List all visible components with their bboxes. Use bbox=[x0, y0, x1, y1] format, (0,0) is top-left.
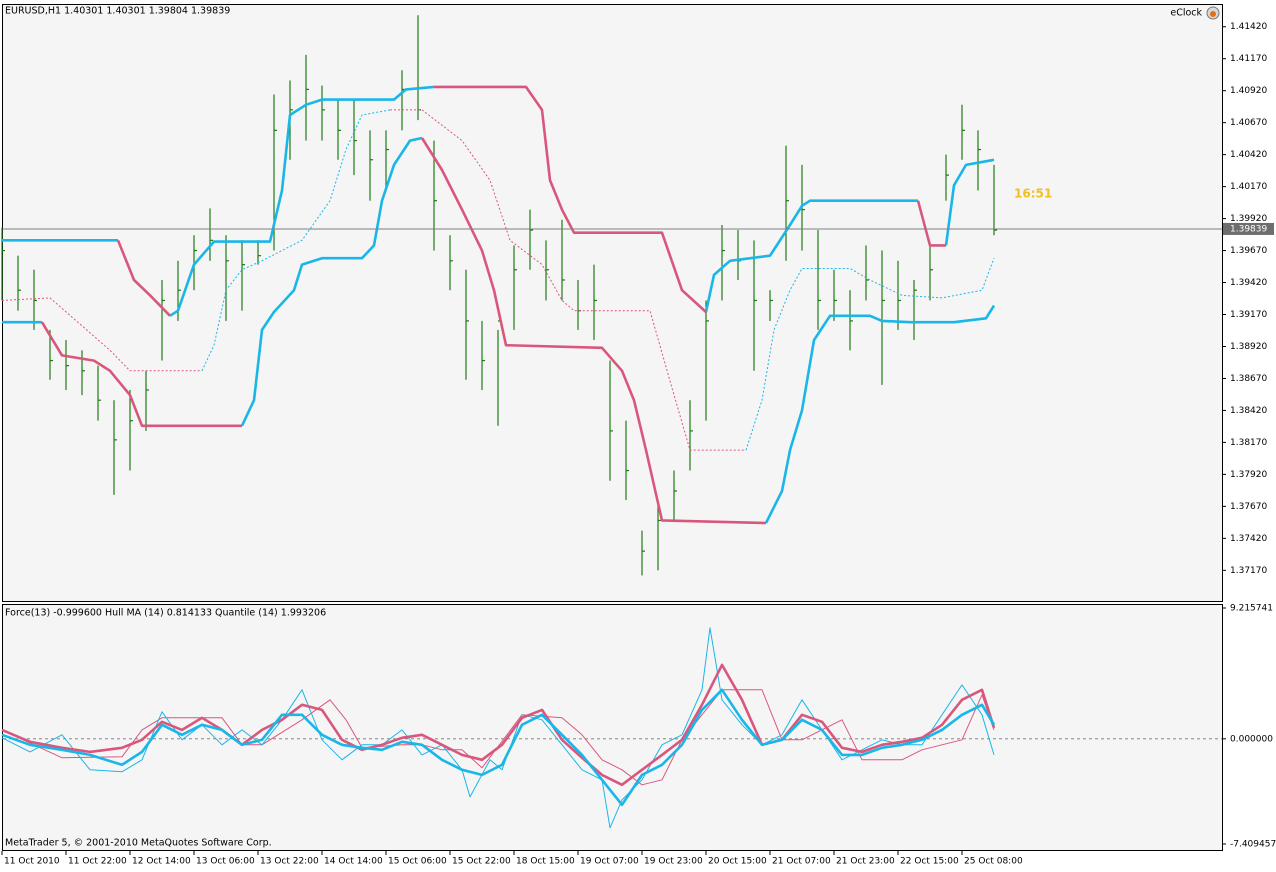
y-tick-label: 1.41170 bbox=[1230, 54, 1267, 64]
x-tick-label: 20 Oct 15:00 bbox=[708, 857, 767, 867]
x-tick-label: 19 Oct 23:00 bbox=[644, 857, 703, 867]
indicator-panel bbox=[2, 604, 1223, 851]
indicator-line bbox=[2, 136, 996, 524]
indicator-line bbox=[1, 688, 996, 807]
x-tick-label: 14 Oct 14:00 bbox=[324, 857, 383, 867]
y-tick-label: 1.40670 bbox=[1230, 118, 1267, 128]
x-tick-label: 12 Oct 14:00 bbox=[132, 857, 191, 867]
y-tick-label: 0.000000 bbox=[1230, 734, 1273, 744]
indicator-line bbox=[1, 109, 746, 451]
indicator-line bbox=[1, 627, 995, 829]
x-tick-label: 13 Oct 22:00 bbox=[260, 857, 319, 867]
y-tick-label: 1.39420 bbox=[1230, 278, 1267, 288]
y-tick-label: 1.38920 bbox=[1230, 342, 1267, 352]
x-tick-label: 22 Oct 15:00 bbox=[900, 857, 959, 867]
y-tick-label: 1.40920 bbox=[1230, 86, 1267, 96]
last-price-label: 1.39839 bbox=[1230, 224, 1267, 234]
x-tick-label: 18 Oct 15:00 bbox=[516, 857, 575, 867]
x-tick-label: 13 Oct 06:00 bbox=[196, 857, 255, 867]
y-tick-label: 1.39670 bbox=[1230, 246, 1267, 256]
y-tick-label: 1.38670 bbox=[1230, 374, 1267, 384]
clock-icon-dot bbox=[1210, 11, 1216, 17]
x-tick-label: 11 Oct 22:00 bbox=[68, 857, 127, 867]
indicator-line bbox=[1, 663, 996, 787]
y-tick-label: 1.38170 bbox=[1230, 438, 1267, 448]
x-tick-label: 21 Oct 07:00 bbox=[772, 857, 831, 867]
y-tick-label: 1.41420 bbox=[1230, 22, 1267, 32]
y-tick-label: 9.215741 bbox=[1230, 604, 1273, 614]
clock-label: eClock bbox=[1170, 8, 1202, 19]
x-tick-label: 15 Oct 06:00 bbox=[388, 857, 447, 867]
y-tick-label: 1.37420 bbox=[1230, 534, 1267, 544]
indicator-title: Force(13) -0.999600 Hull MA (14) 0.81413… bbox=[5, 608, 326, 619]
y-tick-label: 1.39170 bbox=[1230, 310, 1267, 320]
clock-time: 16:51 bbox=[1014, 187, 1052, 201]
x-tick-label: 25 Oct 08:00 bbox=[964, 857, 1023, 867]
x-tick-label: 11 Oct 2010 bbox=[4, 857, 60, 867]
y-tick-label: 1.40170 bbox=[1230, 182, 1267, 192]
y-tick-label: 1.37920 bbox=[1230, 470, 1267, 480]
indicator-line bbox=[2, 85, 995, 317]
y-tick-label: 1.37170 bbox=[1230, 566, 1267, 576]
main-panel bbox=[2, 4, 1223, 602]
x-tick-label: 19 Oct 07:00 bbox=[580, 857, 639, 867]
indicator-line bbox=[40, 137, 767, 525]
main-layer: 1.41420 1.41170 1.40920 1.40670 1.40420 1.401… bbox=[1, 15, 1274, 576]
x-tick-label: 15 Oct 22:00 bbox=[452, 857, 511, 867]
indicator-line bbox=[201, 109, 995, 451]
chart-title: EURUSD,H1 1.40301 1.40301 1.39804 1.3983… bbox=[5, 6, 230, 17]
y-tick-label: 1.37670 bbox=[1230, 502, 1267, 512]
y-tick-label: 1.38420 bbox=[1230, 406, 1267, 416]
x-tick-label: 21 Oct 23:00 bbox=[836, 857, 895, 867]
last-price-box bbox=[1223, 222, 1274, 235]
indicator-line bbox=[116, 85, 946, 317]
y-tick-label: 1.39920 bbox=[1230, 214, 1267, 224]
y-tick-label: -7.409457 bbox=[1230, 840, 1276, 850]
indicator-layer: 9.215741 0.000000 -7.409457 11 Oct 2010 11 O… bbox=[1, 604, 1276, 867]
y-tick-label: 1.40420 bbox=[1230, 150, 1267, 160]
copyright: MetaTrader 5, © 2001-2010 MetaQuotes Sof… bbox=[5, 838, 272, 849]
